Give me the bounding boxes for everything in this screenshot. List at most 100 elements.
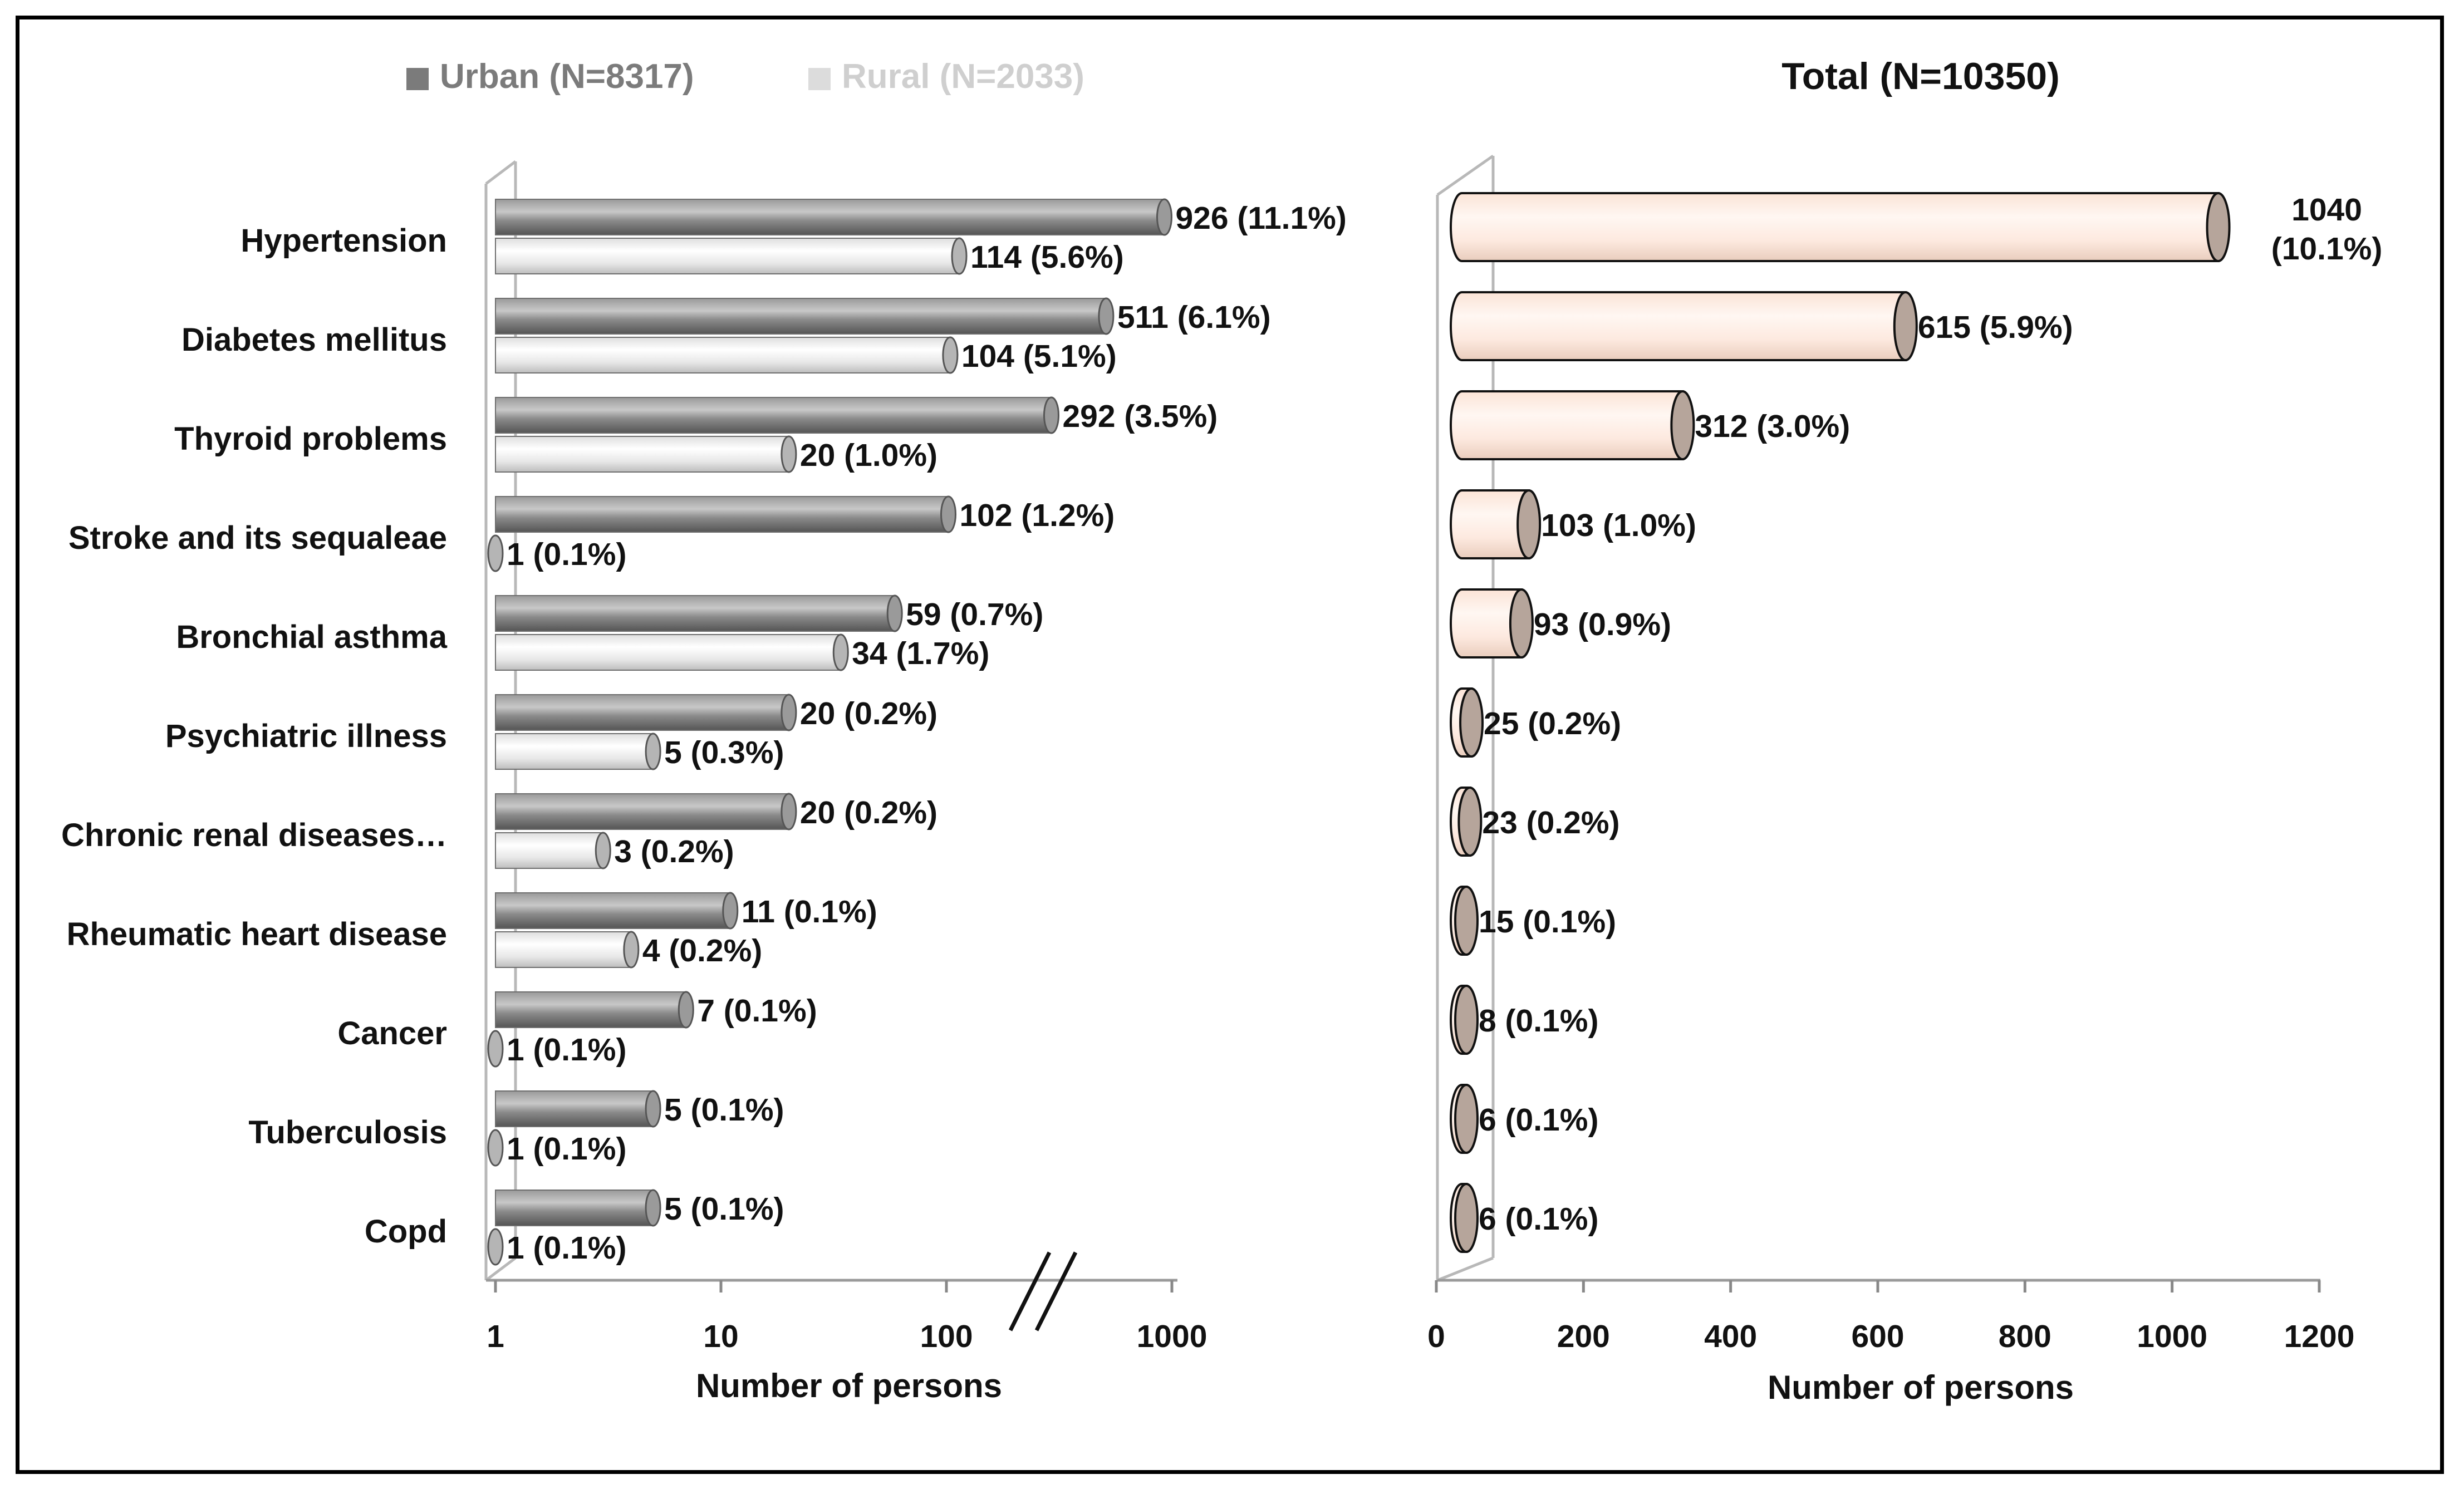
left-x-ticks: 1 10 100 1000 <box>487 1280 1207 1354</box>
axis-break-marks <box>1008 1251 1078 1331</box>
data-label-rural-stroke-and-its-sequaleae: 1 (0.1%) <box>507 537 626 572</box>
data-label-total-diabetes-mellitus: 615 (5.9%) <box>1918 309 2073 345</box>
bar-urban-bronchial-asthma <box>495 594 903 632</box>
legend-label-rural: Rural (N=2033) <box>842 57 1084 96</box>
figure-frame <box>16 16 2444 1474</box>
bar-rural-rheumatic-heart-disease <box>495 931 640 969</box>
bar-total-rheumatic-heart-disease <box>1450 886 1479 956</box>
data-label-total-psychiatric-illness: 25 (0.2%) <box>1484 706 1621 741</box>
right-chart-title: Total (N=10350) <box>1781 55 2059 97</box>
bar-rural-tuberculosis <box>487 1129 504 1167</box>
x-tick-label-total-0: 0 <box>1427 1319 1445 1354</box>
data-label-rural-chronic-renal-diseases: 3 (0.2%) <box>614 834 734 869</box>
bar-rural-hypertension <box>495 237 968 275</box>
bar-urban-cancer <box>495 991 694 1029</box>
data-label-total-rheumatic-heart-disease: 15 (0.1%) <box>1479 904 1616 940</box>
data-label-total-bronchial-asthma: 93 (0.9%) <box>1534 607 1671 642</box>
bar-total-stroke-and-its-sequaleae <box>1450 489 1542 559</box>
right-x-ticks: 0 200 400 600 800 1000 1200 <box>1427 1280 2354 1354</box>
bar-urban-diabetes-mellitus <box>495 297 1115 335</box>
bar-total-copd <box>1450 1183 1479 1253</box>
data-label-rural-diabetes-mellitus: 104 (5.1%) <box>961 338 1117 374</box>
data-label-urban-thyroid-problems: 292 (3.5%) <box>1062 399 1218 434</box>
x-tick-label-1000: 1000 <box>1137 1319 1208 1354</box>
bar-rural-diabetes-mellitus <box>495 336 959 374</box>
data-label-total-copd: 6 (0.1%) <box>1479 1201 1598 1237</box>
x-tick-label-total-200: 200 <box>1557 1319 1610 1354</box>
bar-total-bronchial-asthma <box>1450 588 1534 658</box>
category-label-bronchial-asthma: Bronchial asthma <box>176 619 447 655</box>
data-label-total-hypertension-line1: 1040 <box>2291 192 2362 228</box>
legend-label-urban: Urban (N=8317) <box>440 57 694 96</box>
bar-total-chronic-renal-diseases <box>1450 787 1483 857</box>
bar-urban-copd <box>495 1189 661 1227</box>
bar-urban-hypertension <box>495 198 1172 236</box>
category-label-tuberculosis: Tuberculosis <box>248 1114 447 1151</box>
data-label-urban-chronic-renal-diseases: 20 (0.2%) <box>800 795 938 830</box>
x-tick-label-total-600: 600 <box>1851 1319 1904 1354</box>
bar-rural-thyroid-problems <box>495 435 797 473</box>
bar-total-hypertension <box>1450 192 2231 262</box>
data-label-total-hypertension-line2: (10.1%) <box>2271 231 2383 267</box>
data-label-urban-diabetes-mellitus: 511 (6.1%) <box>1117 299 1271 335</box>
bar-total-thyroid-problems <box>1450 390 1695 460</box>
data-label-total-chronic-renal-diseases: 23 (0.2%) <box>1482 805 1619 841</box>
bar-rural-bronchial-asthma <box>495 633 849 671</box>
category-label-rheumatic-heart-disease: Rheumatic heart disease <box>67 916 447 952</box>
bar-rural-psychiatric-illness <box>495 733 661 770</box>
data-label-total-tuberculosis: 6 (0.1%) <box>1479 1102 1598 1138</box>
bar-rural-copd <box>487 1228 504 1266</box>
left-category-labels: Hypertension Diabetes mellitus Thyroid pro… <box>61 223 448 1250</box>
data-label-rural-hypertension: 114 (5.6%) <box>970 239 1124 275</box>
left-x-axis-label: Number of persons <box>696 1367 1002 1404</box>
data-label-urban-psychiatric-illness: 20 (0.2%) <box>800 696 938 731</box>
right-bars: 1040(10.1%) 615 (5.9%) 312 (3.0%) 103 (1.0%… <box>1450 192 2383 1253</box>
bar-total-diabetes-mellitus <box>1450 291 1918 361</box>
bar-urban-chronic-renal-diseases <box>495 793 797 830</box>
data-label-urban-cancer: 7 (0.1%) <box>697 993 817 1029</box>
left-bars: 926 (11.1%) 114 (5.6%) 511 (6.1%)104 (5.1%… <box>487 198 1347 1266</box>
category-label-chronic-renal-diseases: Chronic renal diseases… <box>61 817 447 853</box>
data-label-total-cancer: 8 (0.1%) <box>1479 1003 1598 1039</box>
legend: Urban (N=8317) Rural (N=2033) <box>406 57 1084 96</box>
x-tick-label-1: 1 <box>487 1319 504 1354</box>
bar-rural-stroke-and-its-sequaleae <box>487 534 504 572</box>
bar-total-cancer <box>1450 985 1479 1055</box>
category-label-copd: Copd <box>365 1213 447 1250</box>
x-tick-label-100: 100 <box>920 1319 973 1354</box>
category-label-cancer: Cancer <box>337 1015 447 1051</box>
data-label-urban-rheumatic-heart-disease: 11 (0.1%) <box>742 894 877 930</box>
bar-urban-stroke-and-its-sequaleae <box>495 495 956 533</box>
data-label-urban-bronchial-asthma: 59 (0.7%) <box>906 597 1043 632</box>
category-label-thyroid-problems: Thyroid problems <box>174 421 447 457</box>
bar-urban-thyroid-problems <box>495 396 1059 434</box>
data-label-urban-stroke-and-its-sequaleae: 102 (1.2%) <box>959 498 1115 533</box>
bar-rural-chronic-renal-diseases <box>495 832 611 869</box>
bar-urban-rheumatic-heart-disease <box>495 892 739 930</box>
data-label-total-thyroid-problems: 312 (3.0%) <box>1695 409 1850 444</box>
category-label-stroke-and-its-sequaleae: Stroke and its sequaleae <box>68 520 447 556</box>
x-tick-label-total-400: 400 <box>1704 1319 1757 1354</box>
x-tick-label-10: 10 <box>703 1319 738 1354</box>
x-tick-label-total-1200: 1200 <box>2284 1319 2355 1354</box>
data-label-rural-rheumatic-heart-disease: 4 (0.2%) <box>642 933 762 969</box>
data-label-urban-hypertension: 926 (11.1%) <box>1175 200 1346 236</box>
data-label-total-stroke-and-its-sequaleae: 103 (1.0%) <box>1541 508 1696 543</box>
data-label-rural-cancer: 1 (0.1%) <box>507 1032 626 1068</box>
bar-total-tuberculosis <box>1450 1084 1479 1154</box>
data-label-urban-tuberculosis: 5 (0.1%) <box>664 1092 784 1128</box>
bar-urban-psychiatric-illness <box>495 694 797 731</box>
data-label-urban-copd: 5 (0.1%) <box>664 1191 784 1227</box>
data-label-rural-tuberculosis: 1 (0.1%) <box>507 1131 626 1167</box>
bar-urban-tuberculosis <box>495 1090 661 1128</box>
data-label-rural-psychiatric-illness: 5 (0.3%) <box>664 735 784 770</box>
bar-total-psychiatric-illness <box>1450 687 1484 758</box>
data-label-rural-bronchial-asthma: 34 (1.7%) <box>852 636 989 671</box>
data-label-rural-thyroid-problems: 20 (1.0%) <box>800 438 938 473</box>
legend-swatch-urban <box>406 68 429 90</box>
legend-swatch-rural <box>808 68 831 90</box>
bar-rural-cancer <box>487 1030 504 1068</box>
x-tick-label-total-800: 800 <box>1999 1319 2051 1354</box>
category-label-diabetes-mellitus: Diabetes mellitus <box>181 322 447 358</box>
